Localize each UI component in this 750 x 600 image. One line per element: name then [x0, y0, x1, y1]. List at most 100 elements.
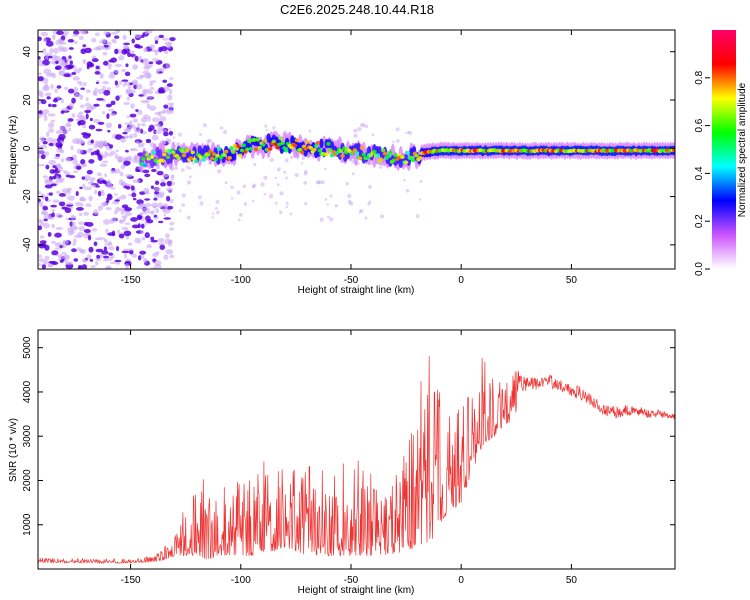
halo-point: [405, 188, 410, 193]
noise-blob: [167, 94, 173, 101]
noise-blob: [102, 160, 109, 164]
halo-point: [230, 185, 234, 190]
noise-blob: [65, 174, 71, 178]
noise-blob: [54, 88, 58, 93]
ridge-cell: [354, 150, 359, 155]
noise-blob: [77, 221, 85, 225]
halo-point: [216, 169, 222, 174]
noise-blob: [79, 196, 85, 202]
snr-series-line: [38, 356, 675, 565]
ridge-cell: [365, 156, 370, 161]
noise-blob: [38, 114, 42, 119]
noise-blob: [72, 238, 77, 244]
noise-blob: [120, 194, 127, 200]
halo-point: [304, 202, 308, 206]
noise-blob: [71, 97, 76, 104]
noise-blob: [47, 216, 55, 220]
noise-blob: [57, 242, 61, 246]
noise-blob: [52, 98, 59, 103]
x-tick-label: 50: [566, 575, 578, 586]
noise-blob: [51, 223, 55, 229]
noise-blob: [89, 258, 94, 262]
noise-blob: [165, 249, 174, 255]
noise-blob: [158, 111, 162, 117]
noise-blob: [102, 258, 109, 262]
noise-blob: [70, 214, 75, 220]
noise-blob: [73, 234, 82, 239]
noise-blob: [48, 192, 53, 196]
noise-blob: [50, 204, 58, 208]
noise-blob: [93, 209, 99, 216]
halo-point: [371, 133, 375, 137]
noise-blob: [55, 167, 59, 172]
noise-blob: [50, 183, 57, 187]
ridge-cell: [324, 152, 329, 157]
noise-blob: [125, 185, 131, 190]
ridge-cell: [418, 155, 423, 160]
noise-blob: [38, 63, 46, 67]
noise-blob: [121, 68, 126, 73]
noise-blob: [129, 113, 137, 118]
halo-point: [269, 157, 274, 163]
noise-blob: [149, 44, 155, 50]
noise-blob: [117, 155, 124, 162]
ridge-cell: [319, 138, 324, 149]
x-tick-label: 0: [458, 275, 464, 286]
noise-blob: [158, 67, 166, 71]
noise-blob: [90, 139, 94, 144]
noise-blob: [42, 259, 48, 265]
snr-marks: [38, 356, 675, 565]
noise-blob: [99, 73, 104, 77]
noise-blob: [104, 173, 108, 178]
noise-blob: [110, 31, 118, 35]
noise-blob: [44, 184, 53, 189]
ridge-cell: [227, 155, 232, 160]
spectrogram-frame: [37, 29, 676, 270]
noise-blob: [106, 113, 110, 120]
noise-blob: [55, 142, 63, 148]
colorbar-ticks: 0.0 0.2 0.4 0.6 0.8: [694, 70, 710, 276]
colorbar-tick-label: 0.4: [694, 166, 705, 180]
noise-blob: [125, 234, 130, 240]
noise-blob: [94, 261, 99, 266]
noise-blob: [38, 163, 46, 167]
noise-blob: [161, 37, 170, 41]
noise-blob: [134, 237, 142, 244]
noise-blob: [85, 97, 89, 102]
ridge-cell: [216, 147, 222, 151]
noise-blob: [114, 63, 123, 68]
noise-blob: [73, 30, 80, 35]
noise-blob: [46, 96, 51, 100]
noise-blob: [39, 240, 47, 244]
noise-blob: [71, 221, 76, 227]
halo-point: [347, 199, 352, 204]
noise-blob: [56, 30, 64, 36]
noise-blob: [157, 202, 164, 209]
noise-blob: [101, 85, 107, 92]
ridge-cell: [278, 136, 284, 141]
noise-blob: [131, 38, 135, 44]
halo-point: [419, 180, 423, 184]
ridge-cell: [248, 146, 254, 151]
halo-point: [351, 172, 355, 176]
noise-blob: [123, 230, 132, 237]
halo-point: [334, 204, 339, 208]
colorbar-label: Normalized spectral amplitude: [737, 82, 748, 217]
noise-blob: [83, 211, 90, 216]
ridge-cell: [294, 138, 299, 143]
noise-blob: [80, 30, 88, 34]
ridge-cell: [236, 144, 241, 149]
noise-blob: [130, 217, 138, 222]
noise-blob: [38, 191, 41, 195]
noise-blob: [124, 222, 131, 226]
noise-blob: [59, 259, 64, 263]
ridge-cell: [335, 150, 340, 155]
noise-blob: [114, 48, 119, 55]
noise-blob: [74, 91, 79, 95]
ridge-cell: [255, 137, 261, 142]
halo-point: [186, 180, 192, 185]
noise-blob: [115, 149, 119, 153]
noise-blob: [169, 221, 175, 226]
noise-blob: [109, 112, 116, 117]
noise-blob: [168, 89, 173, 95]
